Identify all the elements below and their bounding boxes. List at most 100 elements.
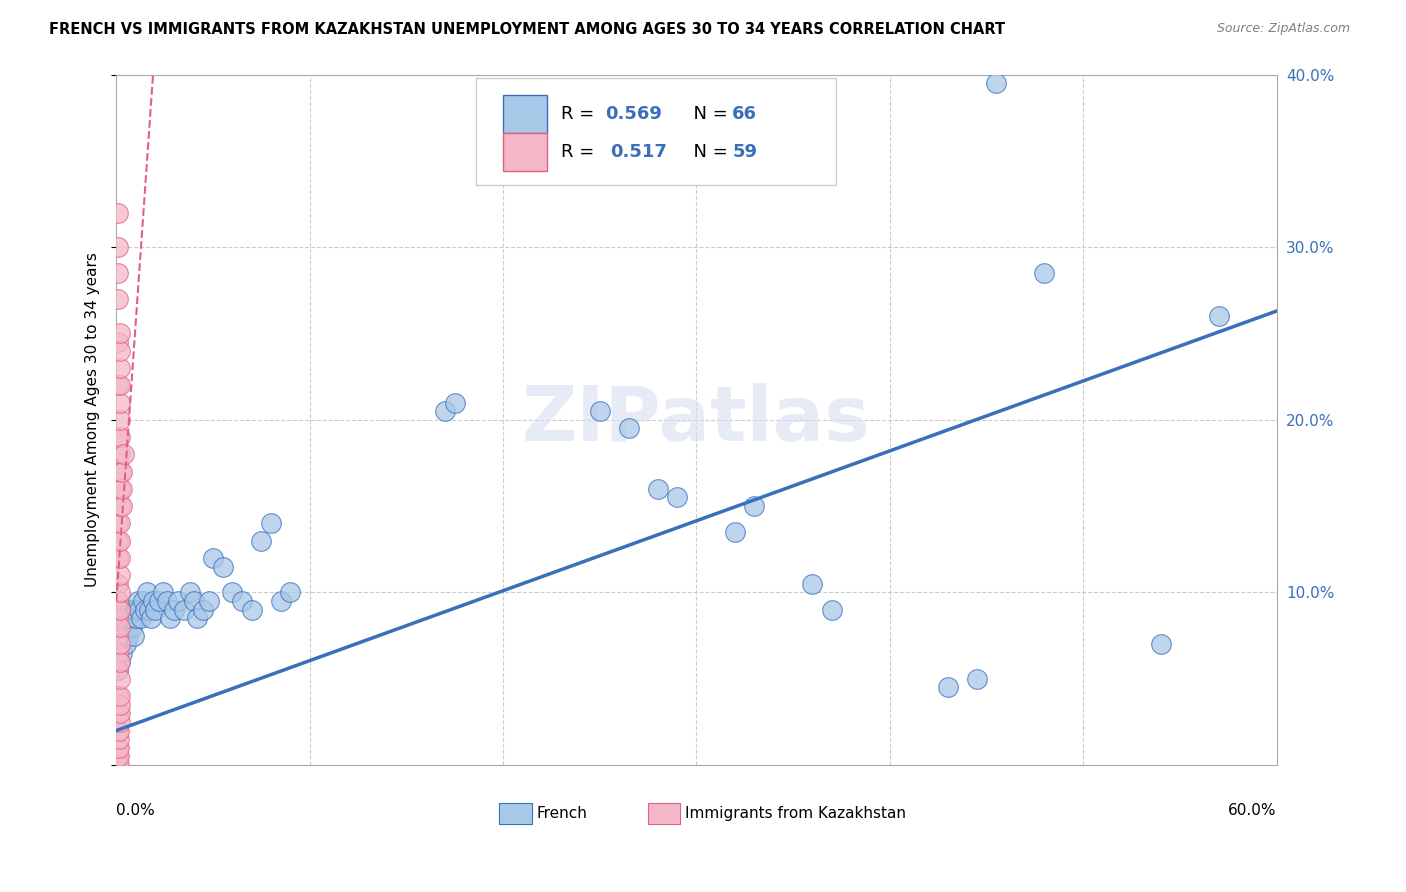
Point [186,611,208,625]
Point [117,620,139,634]
Text: 59: 59 [733,144,758,161]
Point [1208,310,1230,324]
Point [666,491,689,505]
Point [173,603,195,617]
Point [107,533,129,548]
Point [107,723,129,738]
Text: R =: R = [561,105,599,123]
Point [108,361,131,376]
Point [138,603,160,617]
FancyBboxPatch shape [502,133,547,171]
Text: N =: N = [682,105,734,123]
Point [107,205,129,219]
Text: ZIPatlas: ZIPatlas [522,383,870,457]
Point [142,594,165,608]
Text: 0.569: 0.569 [605,105,662,123]
Point [108,395,131,409]
Point [589,404,612,418]
Point [108,378,131,392]
Point [443,395,465,409]
FancyBboxPatch shape [499,803,531,824]
Point [107,240,129,254]
Point [107,755,129,769]
Point [108,706,131,721]
Point [108,482,131,496]
Point [107,689,129,703]
Point [231,594,253,608]
Point [193,603,215,617]
Point [107,516,129,531]
Point [724,524,747,539]
Point [821,603,844,617]
Point [107,292,129,306]
Point [107,611,129,625]
Point [131,611,153,625]
Text: French: French [536,806,588,821]
Point [108,698,131,712]
Point [124,611,146,625]
Text: 0.517: 0.517 [610,144,668,161]
Point [136,585,159,599]
Point [434,404,457,418]
Point [108,758,131,772]
Point [108,447,131,461]
Point [108,603,131,617]
Point [107,594,129,608]
Point [221,585,243,599]
Point [118,611,141,625]
Point [108,655,131,669]
Text: Source: ZipAtlas.com: Source: ZipAtlas.com [1216,22,1350,36]
Point [107,335,129,350]
Point [107,491,129,505]
Point [107,378,129,392]
Point [801,577,824,591]
Point [108,732,131,747]
FancyBboxPatch shape [477,78,835,185]
Point [1149,637,1171,651]
Point [108,343,131,358]
Point [966,672,988,686]
Point [115,637,138,651]
Point [134,603,156,617]
Point [167,594,190,608]
FancyBboxPatch shape [502,95,547,133]
Point [107,758,129,772]
Point [270,594,292,608]
Point [250,533,273,548]
Point [132,594,155,608]
Point [108,413,131,427]
Point [112,447,135,461]
Point [148,594,170,608]
Point [108,714,131,729]
Text: FRENCH VS IMMIGRANTS FROM KAZAKHSTAN UNEMPLOYMENT AMONG AGES 30 TO 34 YEARS CORR: FRENCH VS IMMIGRANTS FROM KAZAKHSTAN UNE… [49,22,1005,37]
Point [107,663,129,677]
Point [278,585,301,599]
Point [108,585,131,599]
Y-axis label: Unemployment Among Ages 30 to 34 years: Unemployment Among Ages 30 to 34 years [86,252,100,587]
Text: N =: N = [682,144,734,161]
Point [984,76,1007,90]
Point [107,749,129,764]
Point [211,559,233,574]
Point [108,749,131,764]
Point [152,585,174,599]
Point [155,594,177,608]
Point [143,603,166,617]
Point [111,646,134,660]
Point [108,723,131,738]
Point [108,550,131,565]
Point [107,706,129,721]
Point [108,655,131,669]
Point [108,568,131,582]
Point [647,482,669,496]
Point [111,482,134,496]
Point [112,629,135,643]
Point [108,533,131,548]
Text: 0.0%: 0.0% [117,803,155,818]
Point [112,611,135,625]
Point [107,550,129,565]
Point [108,689,131,703]
Point [1033,266,1056,280]
Text: Immigrants from Kazakhstan: Immigrants from Kazakhstan [685,806,905,821]
Point [260,516,283,531]
